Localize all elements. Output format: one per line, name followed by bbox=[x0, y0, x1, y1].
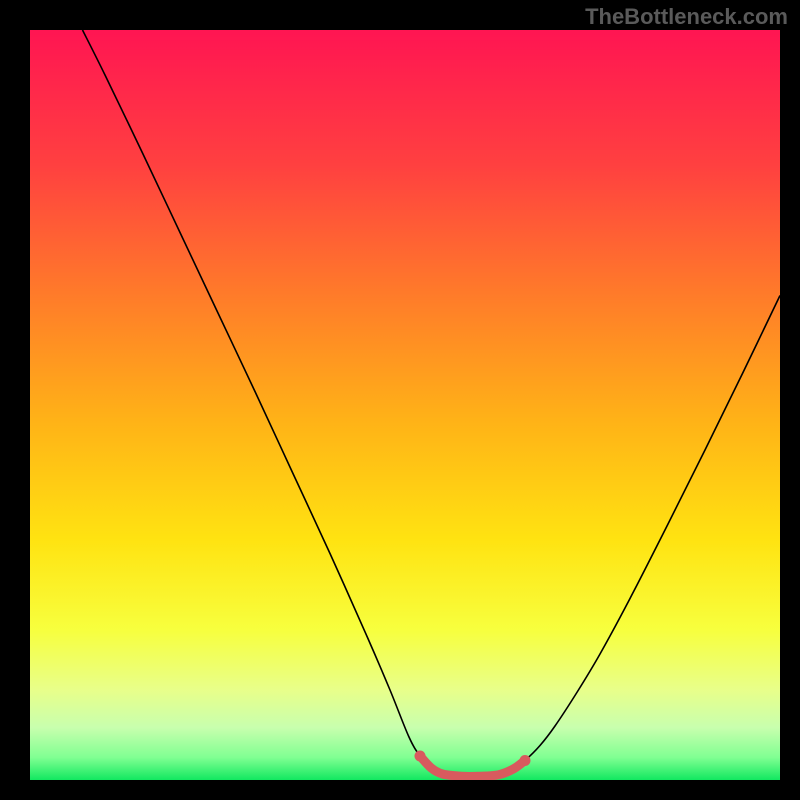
bottleneck-chart: TheBottleneck.com bbox=[0, 0, 800, 800]
plot-area bbox=[30, 30, 780, 780]
curve-layer bbox=[30, 30, 780, 780]
optimal-range-highlight bbox=[420, 756, 525, 776]
highlight-start-marker bbox=[415, 751, 426, 762]
watermark-text: TheBottleneck.com bbox=[585, 4, 788, 30]
bottleneck-curve bbox=[83, 30, 781, 776]
highlight-end-marker bbox=[520, 755, 531, 766]
